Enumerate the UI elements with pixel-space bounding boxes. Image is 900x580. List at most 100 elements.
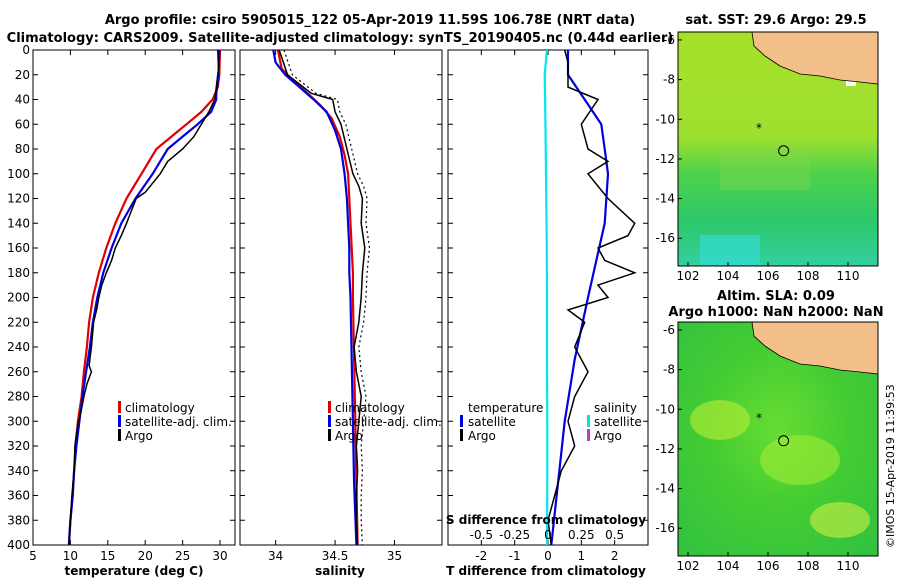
x-tick-label: 15 bbox=[100, 549, 115, 563]
y-tick-label: 280 bbox=[7, 390, 30, 404]
y-tick-label: 380 bbox=[7, 513, 30, 527]
lat-tick-label: -16 bbox=[655, 231, 675, 245]
lon-tick-label: 110 bbox=[837, 269, 860, 283]
x-tick-label: 34.5 bbox=[322, 549, 349, 563]
y-tick-label: 320 bbox=[7, 439, 30, 453]
x-tick-label: 2 bbox=[611, 549, 619, 563]
sst-map-axis-ticks: 102 104 106 108 110 -6 -8 -10 -12 -14 -16 bbox=[655, 33, 859, 283]
s-tick-label: 0 bbox=[544, 528, 552, 542]
lat-tick-label: -6 bbox=[663, 33, 675, 47]
lon-tick-label: 106 bbox=[757, 559, 780, 573]
float-previous-marker: * bbox=[756, 411, 762, 425]
lat-tick-label: -14 bbox=[655, 482, 675, 496]
y-tick-label: 120 bbox=[7, 192, 30, 206]
difference-profiles bbox=[543, 49, 637, 546]
s-difference-xlabel: S difference from climatology bbox=[446, 513, 646, 527]
x-tick-label: 5 bbox=[29, 549, 37, 563]
y-tick-label: 160 bbox=[7, 241, 30, 255]
legend-argo-swatch bbox=[328, 429, 331, 441]
y-tick-label: 140 bbox=[7, 216, 30, 230]
legend-t-satellite-swatch bbox=[460, 415, 463, 427]
float-previous-marker: * bbox=[756, 121, 762, 135]
legend-temperature-title: temperature bbox=[468, 401, 543, 415]
salinity-profiles bbox=[272, 49, 371, 546]
y-tick-label: 200 bbox=[7, 291, 30, 305]
y-tick-label: 100 bbox=[7, 167, 30, 181]
lat-tick-label: -16 bbox=[655, 521, 675, 535]
difference-legend: temperature satellite Argo salinity sate… bbox=[460, 401, 642, 443]
y-tick-label: 220 bbox=[7, 315, 30, 329]
series-line-satellite-adj-clim- bbox=[67, 49, 221, 546]
legend-t-argo-swatch bbox=[460, 429, 463, 441]
lon-tick-label: 104 bbox=[717, 269, 740, 283]
y-tick-label: 260 bbox=[7, 365, 30, 379]
figure-title-line2: Climatology: CARS2009. Satellite-adjuste… bbox=[7, 31, 674, 46]
sla-map-title-line1: Altim. SLA: 0.09 bbox=[717, 289, 835, 304]
lon-tick-label: 108 bbox=[797, 559, 820, 573]
legend-climatology-swatch bbox=[328, 401, 331, 413]
series-line-argo bbox=[278, 49, 366, 546]
legend-t-argo-label: Argo bbox=[468, 429, 496, 443]
lat-tick-label: -14 bbox=[655, 192, 675, 206]
s-difference-ticks: -0.5 -0.25 0 0.25 0.5 bbox=[470, 528, 625, 542]
legend-argo-label: Argo bbox=[125, 429, 153, 443]
sla-map-high bbox=[690, 400, 750, 440]
s-tick-label: 0.5 bbox=[605, 528, 624, 542]
legend-climatology-swatch bbox=[118, 401, 121, 413]
lat-tick-label: -12 bbox=[655, 152, 675, 166]
legend-climatology-label: climatology bbox=[335, 401, 405, 415]
series-line-t-argo bbox=[547, 49, 637, 546]
lat-tick-label: -10 bbox=[655, 112, 675, 126]
legend-s-argo-swatch bbox=[587, 429, 590, 441]
y-tick-label: 300 bbox=[7, 414, 30, 428]
lat-tick-label: -12 bbox=[655, 442, 675, 456]
legend-argo-swatch bbox=[118, 429, 121, 441]
temperature-profiles bbox=[67, 49, 222, 546]
y-tick-label: 340 bbox=[7, 464, 30, 478]
legend-satellite-swatch bbox=[118, 415, 121, 427]
y-tick-label: 360 bbox=[7, 489, 30, 503]
figure-title-line1: Argo profile: csiro 5905015_122 05-Apr-2… bbox=[105, 13, 635, 28]
salinity-xlabel: salinity bbox=[315, 564, 365, 578]
y-tick-label: 20 bbox=[15, 68, 30, 82]
lat-tick-label: -8 bbox=[663, 363, 675, 377]
y-tick-label: 40 bbox=[15, 93, 30, 107]
t-difference-xlabel: T difference from climatology bbox=[446, 564, 646, 578]
series-line-argo bbox=[68, 49, 220, 546]
argo-position-marker bbox=[778, 145, 790, 157]
lon-tick-label: 106 bbox=[757, 269, 780, 283]
lon-tick-label: 102 bbox=[677, 559, 700, 573]
y-tick-label: 0 bbox=[22, 43, 30, 57]
y-tick-label: 80 bbox=[15, 142, 30, 156]
x-tick-label: 34 bbox=[268, 549, 283, 563]
lat-tick-label: -6 bbox=[663, 323, 675, 337]
sst-map-patch bbox=[720, 150, 810, 190]
legend-s-argo-label: Argo bbox=[594, 429, 622, 443]
x-tick-label: 0 bbox=[544, 549, 552, 563]
sst-map-title: sat. SST: 29.6 Argo: 29.5 bbox=[685, 13, 866, 28]
sla-map-high bbox=[810, 502, 870, 538]
legend-argo-label: Argo bbox=[335, 429, 363, 443]
series-line-s-satellite bbox=[543, 49, 549, 546]
legend-s-satellite-label: satellite bbox=[594, 415, 642, 429]
temperature-xlabel: temperature (deg C) bbox=[65, 564, 204, 578]
sla-map-panel: Altim. SLA: 0.09 Argo h1000: NaN h2000: … bbox=[655, 289, 883, 573]
difference-panel: -2 -1 0 1 2 S difference from climatology -0… bbox=[446, 49, 649, 578]
series-line-argo-raw bbox=[283, 49, 371, 546]
difference-depth-ticks bbox=[448, 49, 648, 546]
salinity-x-ticks: 34 34.5 35 bbox=[268, 50, 402, 563]
series-line-t-satellite bbox=[550, 50, 610, 546]
series-line-satellite-adj-clim- bbox=[272, 49, 358, 546]
sst-map-frame bbox=[677, 31, 879, 267]
lon-tick-label: 104 bbox=[717, 559, 740, 573]
legend-satellite-label: satellite-adj. clim. bbox=[335, 415, 442, 429]
x-tick-label: 20 bbox=[138, 549, 153, 563]
y-tick-label: 400 bbox=[7, 538, 30, 552]
lon-tick-label: 110 bbox=[837, 559, 860, 573]
salinity-plot-frame bbox=[239, 49, 443, 546]
x-tick-label: 10 bbox=[63, 549, 78, 563]
sla-map-frame bbox=[677, 321, 879, 557]
x-tick-label: 1 bbox=[578, 549, 586, 563]
argo-position-marker bbox=[778, 435, 790, 447]
